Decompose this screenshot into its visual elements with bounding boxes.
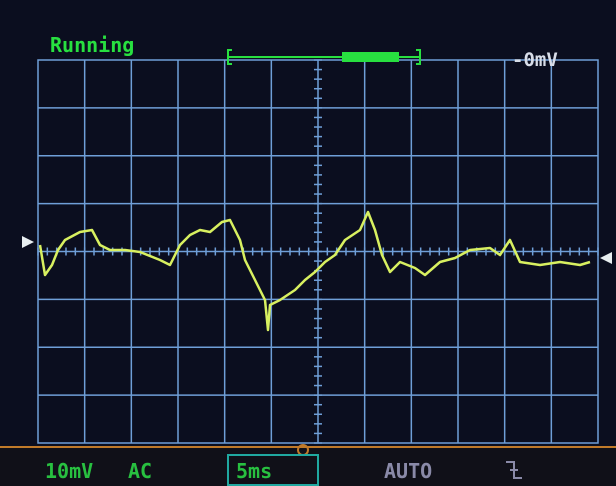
coupling: AC <box>128 459 152 483</box>
status: Running <box>50 33 134 57</box>
oscilloscope-screen: Running -0mV 10mV AC 5ms AUTO <box>0 0 616 486</box>
trigger-mode: AUTO <box>384 459 432 483</box>
background <box>0 0 616 486</box>
volts-per-div: 10mV <box>45 459 93 483</box>
time-per-div: 5ms <box>236 459 272 483</box>
offset: -0mV <box>512 49 558 71</box>
page: Running -0mV 10mV AC 5ms AUTO (() => { c… <box>0 0 616 486</box>
